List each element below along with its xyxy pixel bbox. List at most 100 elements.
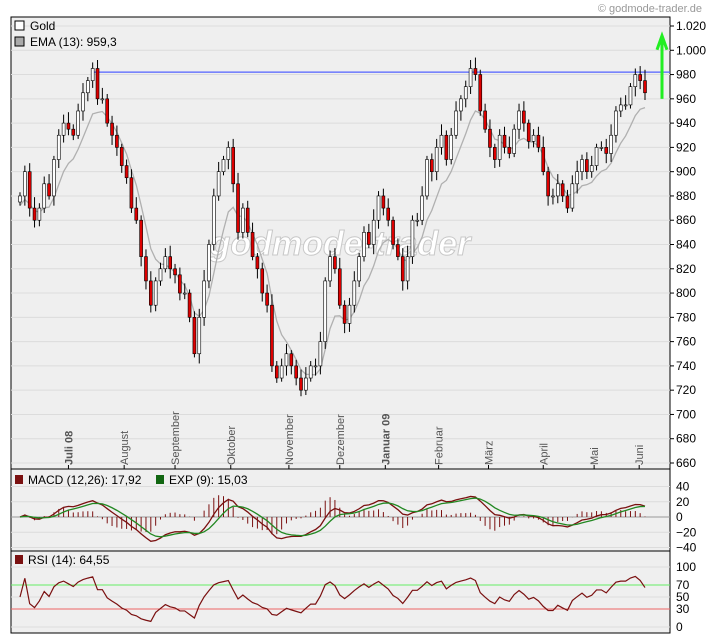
candle <box>410 215 415 264</box>
y-tick-label: 860 <box>676 213 696 227</box>
candle <box>299 369 303 397</box>
month-label: August <box>119 431 131 465</box>
candle-body <box>585 159 589 172</box>
candle-body <box>294 365 298 379</box>
candle-body <box>197 317 202 355</box>
candle-body <box>289 353 294 367</box>
candle <box>483 103 487 133</box>
y-tick-label: 940 <box>676 116 696 130</box>
candle-body <box>211 195 216 245</box>
candle <box>265 284 269 313</box>
month-label: Oktober <box>226 426 238 465</box>
price-panel <box>10 16 671 470</box>
candle <box>522 101 526 132</box>
candle <box>37 203 42 227</box>
candle-body <box>328 256 332 282</box>
candle-body <box>255 256 260 270</box>
candle <box>551 188 555 205</box>
candle <box>614 106 618 143</box>
candle-body <box>570 183 575 209</box>
candle <box>86 76 90 102</box>
candle <box>342 300 347 334</box>
candle-body <box>618 104 623 112</box>
macd-tick-label: 40 <box>676 480 690 494</box>
y-tick-label: 820 <box>676 262 696 276</box>
macd-swatch <box>15 475 23 484</box>
candle <box>61 114 66 143</box>
month-label: September <box>170 411 182 465</box>
candle <box>289 350 294 375</box>
month-label: April <box>538 443 550 465</box>
candle-body <box>357 256 361 282</box>
candle <box>546 166 550 206</box>
candle-body <box>478 74 483 112</box>
candle-body <box>231 147 235 185</box>
candle-body <box>565 195 570 209</box>
candle-body <box>546 171 550 197</box>
candle <box>95 59 100 105</box>
candle-body <box>129 177 134 209</box>
candle <box>294 359 298 386</box>
candle <box>279 358 284 382</box>
candle <box>623 95 628 110</box>
y-tick-label: 900 <box>676 165 696 179</box>
candle-body <box>47 183 51 197</box>
candle <box>66 112 71 136</box>
candle-body <box>134 207 139 221</box>
candle <box>497 129 502 167</box>
candle-body <box>400 256 405 282</box>
candle-body <box>410 219 415 257</box>
candle-body <box>614 110 618 136</box>
signal-line <box>19 497 646 538</box>
candle-body <box>66 122 71 130</box>
legend: Gold EMA (13): 959,3 MACD (12,26): 17,92… <box>14 19 248 567</box>
candle-body <box>304 377 308 391</box>
candle <box>255 252 260 279</box>
candle <box>560 180 565 203</box>
candle-body <box>599 147 604 149</box>
candle <box>604 138 609 164</box>
candle <box>270 294 274 372</box>
candle-body <box>463 86 468 100</box>
candle-body <box>71 128 76 136</box>
candle <box>216 161 221 201</box>
y-tick-label: 1.020 <box>676 19 706 33</box>
candle-body <box>628 86 633 106</box>
candle <box>415 212 420 227</box>
y-tick-label: 800 <box>676 286 696 300</box>
candle-body <box>115 134 119 148</box>
candle <box>463 80 468 108</box>
candle <box>449 127 454 165</box>
candle <box>352 271 357 313</box>
candle-body <box>95 68 100 100</box>
candle <box>425 155 429 200</box>
candle-body <box>609 134 613 154</box>
macd-tick-label: 20 <box>676 495 690 509</box>
candle <box>628 83 633 109</box>
candle <box>459 95 463 121</box>
candle-body <box>241 207 245 233</box>
candle <box>381 188 386 216</box>
rsi-swatch <box>15 555 23 564</box>
candle <box>555 174 560 204</box>
candle <box>444 130 449 166</box>
candle <box>18 192 22 206</box>
macd-line <box>19 495 646 542</box>
candle <box>90 62 95 88</box>
y-tick-label: 880 <box>676 189 696 203</box>
rsi-line <box>19 575 646 623</box>
candle <box>144 249 148 290</box>
candle <box>478 69 483 116</box>
candle-body <box>638 74 642 81</box>
y-tick-label: 660 <box>676 456 696 470</box>
y-tick-label: 1.000 <box>676 43 706 57</box>
rsi-tick-label: 100 <box>676 560 696 574</box>
candle <box>420 186 424 226</box>
candle-body <box>623 104 628 107</box>
candle <box>47 174 51 200</box>
candle <box>173 263 177 284</box>
candle <box>192 311 197 358</box>
candle-body <box>594 147 599 166</box>
legend-rsi: RSI (14): 64,55 <box>28 553 110 567</box>
candle <box>362 226 366 262</box>
